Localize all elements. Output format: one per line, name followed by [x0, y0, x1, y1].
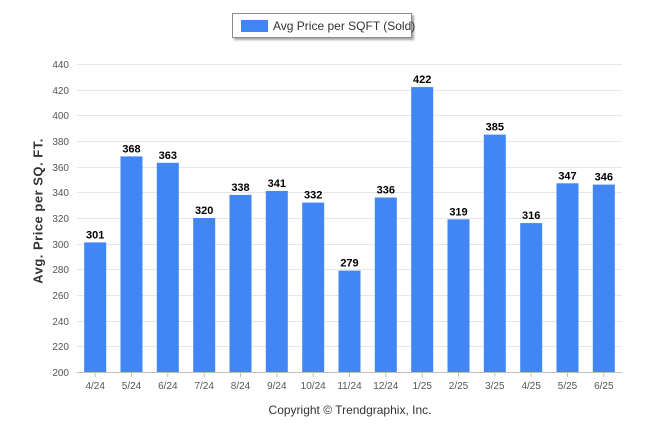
x-tick-label: 6/24 — [158, 381, 178, 392]
x-tick-label: 10/24 — [301, 381, 326, 392]
data-label: 341 — [268, 178, 286, 190]
x-tick-label: 7/24 — [194, 381, 214, 392]
legend-label: Avg Price per SQFT (Sold) — [273, 19, 416, 33]
bar[interactable] — [302, 202, 325, 372]
x-tick-label: 4/25 — [521, 381, 541, 392]
y-tick-label: 220 — [52, 342, 69, 353]
data-label: 368 — [122, 143, 140, 155]
data-labels: 301 368 363 320 338 341 332 279 336 422 319 385 316 3… — [86, 74, 613, 270]
x-tick-label: 3/25 — [485, 381, 505, 392]
y-tick-label: 420 — [52, 86, 69, 97]
x-tick-label: 2/25 — [449, 381, 469, 392]
y-tick-label: 340 — [52, 188, 69, 199]
data-label: 363 — [159, 150, 177, 162]
x-tick-label: 1/25 — [412, 381, 432, 392]
data-label: 301 — [86, 229, 104, 241]
data-label: 319 — [449, 206, 467, 218]
data-label: 422 — [413, 74, 431, 86]
bar[interactable] — [447, 219, 470, 372]
y-axis-title: Avg. Price per SQ. FT. — [30, 138, 46, 284]
copyright-text: Copyright © Trendgraphix, Inc. — [268, 403, 432, 417]
legend[interactable]: Avg Price per SQFT (Sold) — [232, 13, 416, 38]
data-label: 320 — [195, 205, 213, 217]
data-label: 332 — [304, 190, 322, 202]
bar[interactable] — [411, 87, 434, 372]
bar[interactable] — [556, 183, 579, 372]
y-tick-label: 240 — [52, 317, 69, 328]
bar[interactable] — [265, 191, 288, 372]
x-tick-label: 6/25 — [594, 381, 614, 392]
x-tick-label: 9/24 — [267, 381, 287, 392]
x-tick-label: 5/24 — [122, 381, 142, 392]
bar[interactable] — [84, 242, 107, 372]
y-tick-label: 260 — [52, 291, 69, 302]
bar[interactable] — [338, 270, 361, 372]
y-tick-label: 440 — [52, 60, 69, 71]
data-label: 316 — [522, 210, 540, 222]
x-tick-label: 8/24 — [231, 381, 251, 392]
y-tick-label: 320 — [52, 214, 69, 225]
y-tick-labels: 200 220 240 260 280 300 320 340 360 380 400 420 440 — [52, 60, 69, 379]
x-tick-label: 5/25 — [558, 381, 578, 392]
y-tick-label: 200 — [52, 368, 69, 379]
bar[interactable] — [156, 162, 179, 372]
bar[interactable] — [483, 134, 506, 372]
y-tick-label: 380 — [52, 137, 69, 148]
bar[interactable] — [193, 218, 216, 372]
bar[interactable] — [592, 184, 615, 372]
bar[interactable] — [120, 156, 143, 372]
x-tick-labels: 4/24 5/24 6/24 7/24 8/24 9/24 10/24 11/24 12/24 1… — [85, 381, 614, 392]
bar[interactable] — [229, 194, 252, 372]
data-label: 279 — [340, 258, 358, 270]
y-tick-label: 280 — [52, 265, 69, 276]
data-label: 346 — [595, 172, 613, 184]
data-label: 338 — [231, 182, 249, 194]
axes — [77, 372, 622, 377]
data-label: 336 — [377, 185, 395, 197]
x-tick-label: 4/24 — [85, 381, 105, 392]
bar[interactable] — [520, 223, 543, 372]
y-tick-label: 400 — [52, 111, 69, 122]
x-tick-label: 12/24 — [373, 381, 398, 392]
data-label: 385 — [486, 122, 504, 134]
bar[interactable] — [374, 197, 397, 373]
data-label: 347 — [558, 170, 576, 182]
y-tick-label: 360 — [52, 163, 69, 174]
bars — [84, 87, 615, 372]
x-tick-label: 11/24 — [337, 381, 362, 392]
y-tick-label: 300 — [52, 240, 69, 251]
legend-swatch — [241, 20, 268, 32]
